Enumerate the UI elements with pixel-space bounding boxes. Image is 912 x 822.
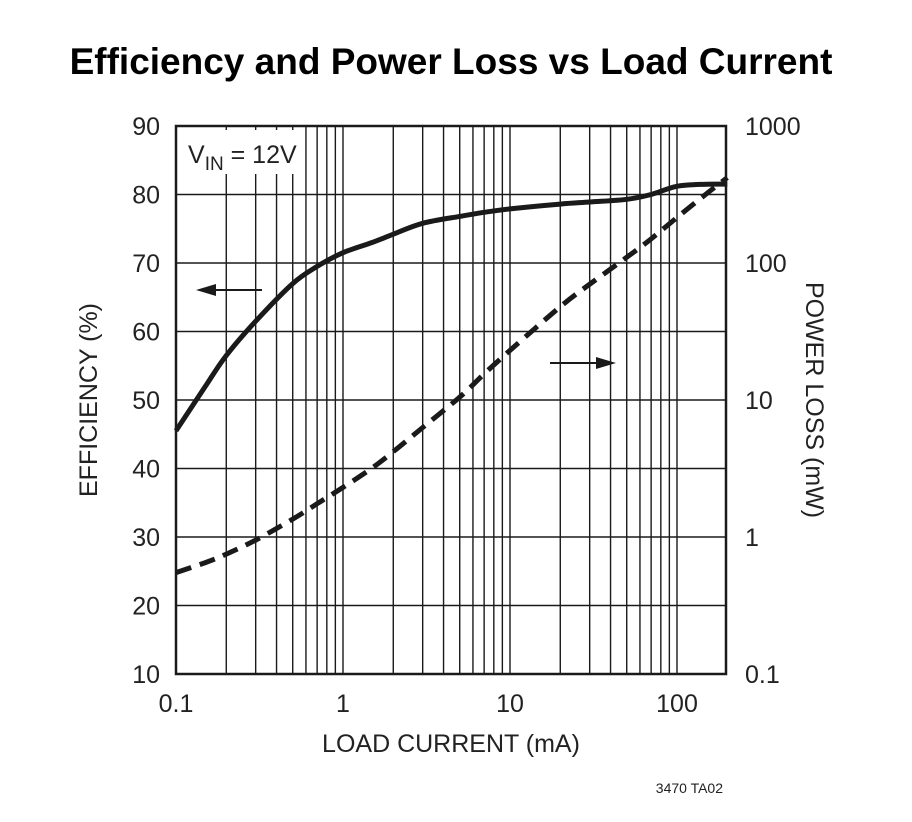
y2-tick-label: 10 [745, 387, 773, 415]
y2-tick-label: 0.1 [745, 661, 780, 689]
y-tick-label: 70 [132, 250, 160, 278]
y-tick-label: 50 [132, 387, 160, 415]
power-loss-axis-arrow [550, 357, 616, 369]
efficiency-line [173, 181, 728, 433]
y-tick-label: 60 [132, 319, 160, 347]
x-axis-label: LOAD CURRENT (mA) [322, 730, 580, 758]
y-tick-label: 10 [132, 661, 160, 689]
chart-title: Efficiency and Power Loss vs Load Curren… [70, 41, 833, 82]
y-tick-label: 80 [132, 182, 160, 210]
y-tick-label: 90 [132, 113, 160, 141]
y-axis-label: EFFICIENCY (%) [75, 303, 103, 497]
y-tick-label: 30 [132, 524, 160, 552]
grid [176, 126, 726, 674]
y2-tick-label: 100 [745, 250, 787, 278]
efficiency-axis-arrow [196, 284, 262, 296]
vin-annotation: VIN = 12V [188, 141, 297, 175]
series-layer [173, 175, 729, 575]
figure-id: 3470 TA02 [656, 780, 723, 796]
x-tick-label: 1 [336, 690, 350, 718]
power-loss-line [175, 175, 729, 575]
x-tick-labels: 0.1 1 10 100 [159, 690, 698, 718]
y-tick-labels: 10 20 30 40 50 60 70 80 90 [132, 113, 160, 689]
annotation-box [180, 130, 300, 174]
x-tick-label: 0.1 [159, 690, 194, 718]
y2-tick-labels: 0.1 1 10 100 1000 [745, 113, 801, 689]
plot-frame [174, 124, 728, 676]
y2-tick-label: 1 [745, 524, 759, 552]
y-tick-label: 20 [132, 593, 160, 621]
x-tick-label: 10 [496, 690, 524, 718]
y2-axis-label: POWER LOSS (mW) [800, 282, 828, 518]
x-tick-label: 100 [656, 690, 698, 718]
y2-tick-label: 1000 [745, 113, 801, 141]
y-tick-label: 40 [132, 456, 160, 484]
